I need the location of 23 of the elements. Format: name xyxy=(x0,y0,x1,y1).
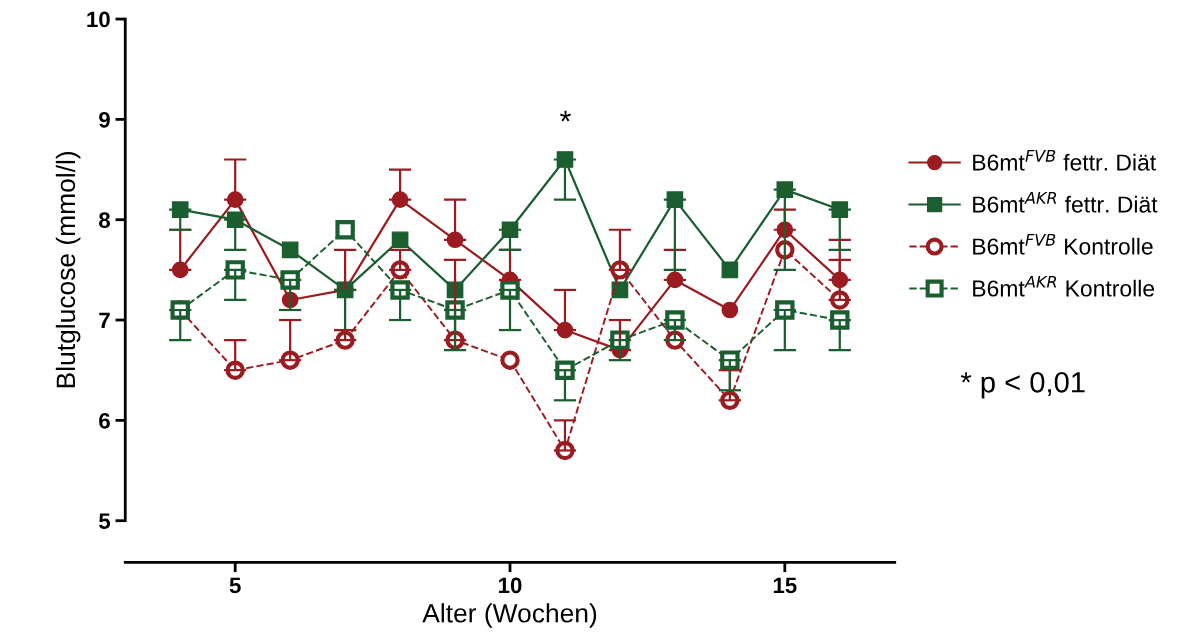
point xyxy=(721,301,739,319)
y-axis-title: Blutglucose (mmol/l) xyxy=(55,151,81,388)
x-tick-label: 15 xyxy=(773,577,797,594)
text: * p < 0,01 xyxy=(960,371,1085,399)
x-axis-title: Alter (Wochen) xyxy=(422,603,597,628)
y-tick-label: 6 xyxy=(99,412,110,429)
x-tick-label: 10 xyxy=(499,577,522,594)
y-tick-label: 5 xyxy=(99,513,111,529)
x-tick-label: 5 xyxy=(229,577,241,594)
annotation: * xyxy=(560,110,571,122)
y-tick-label: 10 xyxy=(87,11,110,28)
y-tick-label: 8 xyxy=(99,212,110,228)
legend-label: B6mt$^{AKR}$ Kontrolle xyxy=(973,275,1155,297)
point xyxy=(391,231,409,249)
point xyxy=(281,241,299,259)
legend-label: B6mt$^{AKR}$ fettr. Diät xyxy=(973,191,1158,213)
y-tick-label: 9 xyxy=(99,111,110,128)
point xyxy=(500,350,520,370)
legend-label: B6mt$^{FVB}$ Kontrolle xyxy=(973,233,1153,255)
y-tick-label: 7 xyxy=(99,312,110,329)
legend-label: B6mt$^{FVB}$ fettr. Diät xyxy=(973,149,1156,171)
point xyxy=(721,261,739,279)
point xyxy=(335,220,355,240)
